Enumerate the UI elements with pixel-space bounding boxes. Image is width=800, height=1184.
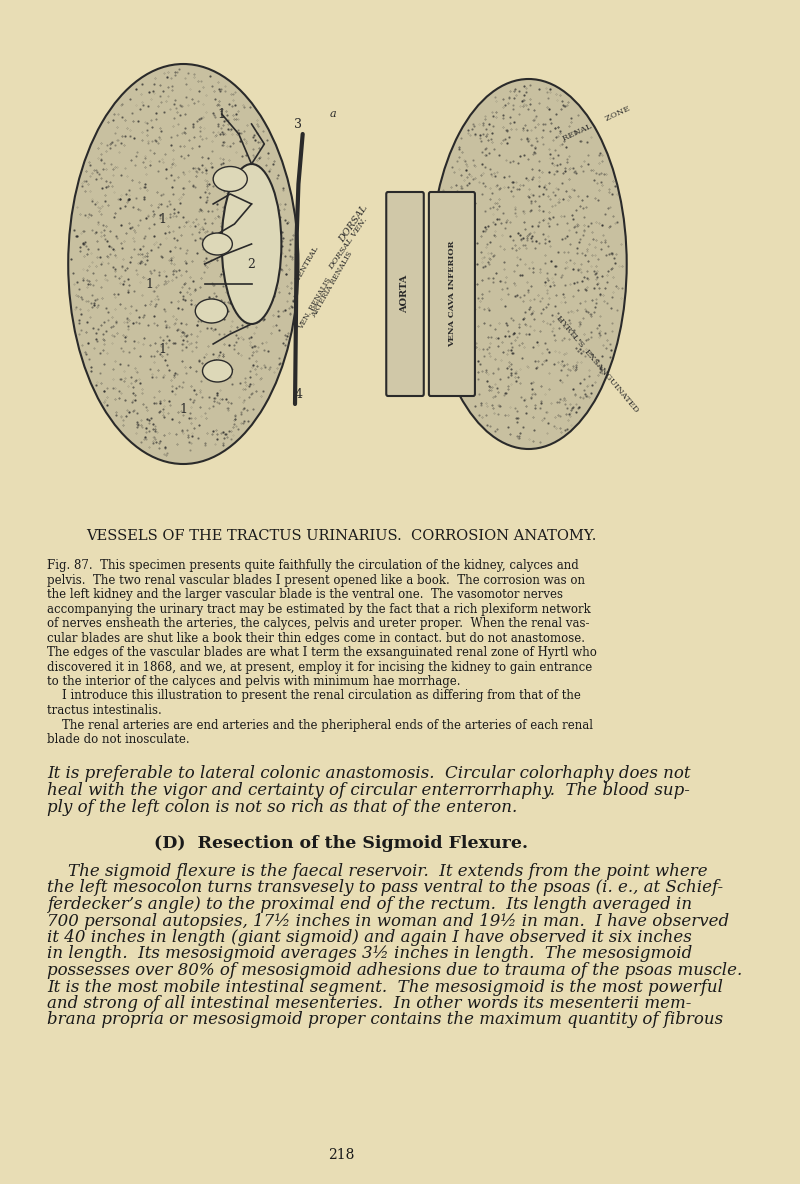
FancyBboxPatch shape [386,192,424,395]
Text: ply of the left colon is not so rich as that of the enteron.: ply of the left colon is not so rich as … [47,798,517,816]
Ellipse shape [430,79,626,449]
Text: 218: 218 [328,1148,354,1162]
Text: The renal arteries are end arteries and the pheripheral ends of the arteries of : The renal arteries are end arteries and … [47,719,593,732]
Text: the left kidney and the larger vascular blade is the ventral one.  The vasomotor: the left kidney and the larger vascular … [47,588,563,601]
Text: 2: 2 [247,257,255,270]
Text: 1: 1 [158,212,166,225]
Text: HYRTL'S  EXSANGUINATED: HYRTL'S EXSANGUINATED [554,314,640,414]
Text: ferdecker’s angle) to the proximal end of the rectum.  Its length averaged in: ferdecker’s angle) to the proximal end o… [47,896,692,913]
Text: VENTRAL: VENTRAL [294,245,320,283]
Text: cular blades are shut like a book their thin edges come in contact. but do not a: cular blades are shut like a book their … [47,631,585,644]
Text: 3: 3 [294,117,302,130]
Text: it 40 inches in length (giant sigmoid) and again I have observed it six inches: it 40 inches in length (giant sigmoid) a… [47,929,692,946]
Text: VENA CAVA INFERIOR: VENA CAVA INFERIOR [448,240,456,347]
Ellipse shape [213,167,247,192]
Text: I introduce this illustration to present the renal circulation as differing from: I introduce this illustration to present… [47,689,581,702]
Text: in length.  Its mesosigmoid averages 3½ inches in length.  The mesosigmoid: in length. Its mesosigmoid averages 3½ i… [47,946,692,963]
Ellipse shape [195,300,228,323]
Text: to the interior of the calyces and pelvis with minimum hae morrhage.: to the interior of the calyces and pelvi… [47,675,460,688]
Text: brana propria or mesosigmoid proper contains the maximum quantity of fibrous: brana propria or mesosigmoid proper cont… [47,1011,723,1029]
Text: heal with the vigor and certainty of circular enterrorrhaphy.  The blood sup-: heal with the vigor and certainty of cir… [47,781,690,799]
Text: Fig. 87.  This specimen presents quite faithfully the circulation of the kidney,: Fig. 87. This specimen presents quite fa… [47,559,578,572]
Text: ARTERIA RENALIS: ARTERIA RENALIS [310,250,354,318]
Text: and strong of all intestinal mesenteries.  In other words its mesenterii mem-: and strong of all intestinal mesenteries… [47,995,691,1012]
Text: 1: 1 [158,342,166,355]
Text: DORSAL VEN.: DORSAL VEN. [327,217,369,271]
Ellipse shape [202,360,232,382]
Text: The sigmoid flexure is the faecal reservoir.  It extends from the point where: The sigmoid flexure is the faecal reserv… [47,863,707,880]
Text: AORTA: AORTA [401,275,410,314]
Ellipse shape [222,165,282,324]
Ellipse shape [68,64,298,464]
Text: It is preferable to lateral colonic anastomosis.  Circular colorhaphy does not: It is preferable to lateral colonic anas… [47,766,690,783]
Text: pelvis.  The two renal vascular blades I present opened like a book.  The corros: pelvis. The two renal vascular blades I … [47,573,585,586]
Text: blade do not inosculate.: blade do not inosculate. [47,733,190,746]
Text: The edges of the vascular blades are what I term the exsanguinated renal zone of: The edges of the vascular blades are wha… [47,646,597,659]
Text: 1: 1 [179,403,187,416]
Text: RENAL      ZONE: RENAL ZONE [562,105,632,143]
Text: possesses over 80% of mesosigmoid adhesions due to trauma of the psoas muscle.: possesses over 80% of mesosigmoid adhesi… [47,961,742,979]
Text: 700 personal autopsies, 17½ inches in woman and 19½ in man.  I have observed: 700 personal autopsies, 17½ inches in wo… [47,913,729,929]
Text: 1: 1 [218,108,226,121]
Text: VESSELS OF THE TRACTUS URINARIUS.  CORROSION ANATOMY.: VESSELS OF THE TRACTUS URINARIUS. CORROS… [86,529,596,543]
Text: It is the most mobile intestinal segment.  The mesosigmoid is the most powerful: It is the most mobile intestinal segment… [47,978,723,996]
FancyBboxPatch shape [429,192,475,395]
Text: the left mesocolon turns transvesely to pass ventral to the psoas (i. e., at Sch: the left mesocolon turns transvesely to … [47,880,723,896]
Text: of nerves ensheath the arteries, the calyces, pelvis and ureter proper.  When th: of nerves ensheath the arteries, the cal… [47,617,590,630]
Text: DORSAL: DORSAL [338,204,370,244]
Text: a: a [330,109,336,120]
Ellipse shape [202,233,232,255]
Text: 4: 4 [294,387,302,400]
Text: VEN. RENALIS: VEN. RENALIS [298,277,334,332]
Text: 1: 1 [146,277,154,290]
Text: accompanying the urinary tract may be estimated by the fact that a rich plexifor: accompanying the urinary tract may be es… [47,603,590,616]
Text: tractus intestinalis.: tractus intestinalis. [47,704,162,718]
Text: (D)  Resection of the Sigmoid Flexure.: (D) Resection of the Sigmoid Flexure. [154,835,528,852]
Text: discovered it in 1868, and we, at present, employ it for incising the kidney to : discovered it in 1868, and we, at presen… [47,661,592,674]
